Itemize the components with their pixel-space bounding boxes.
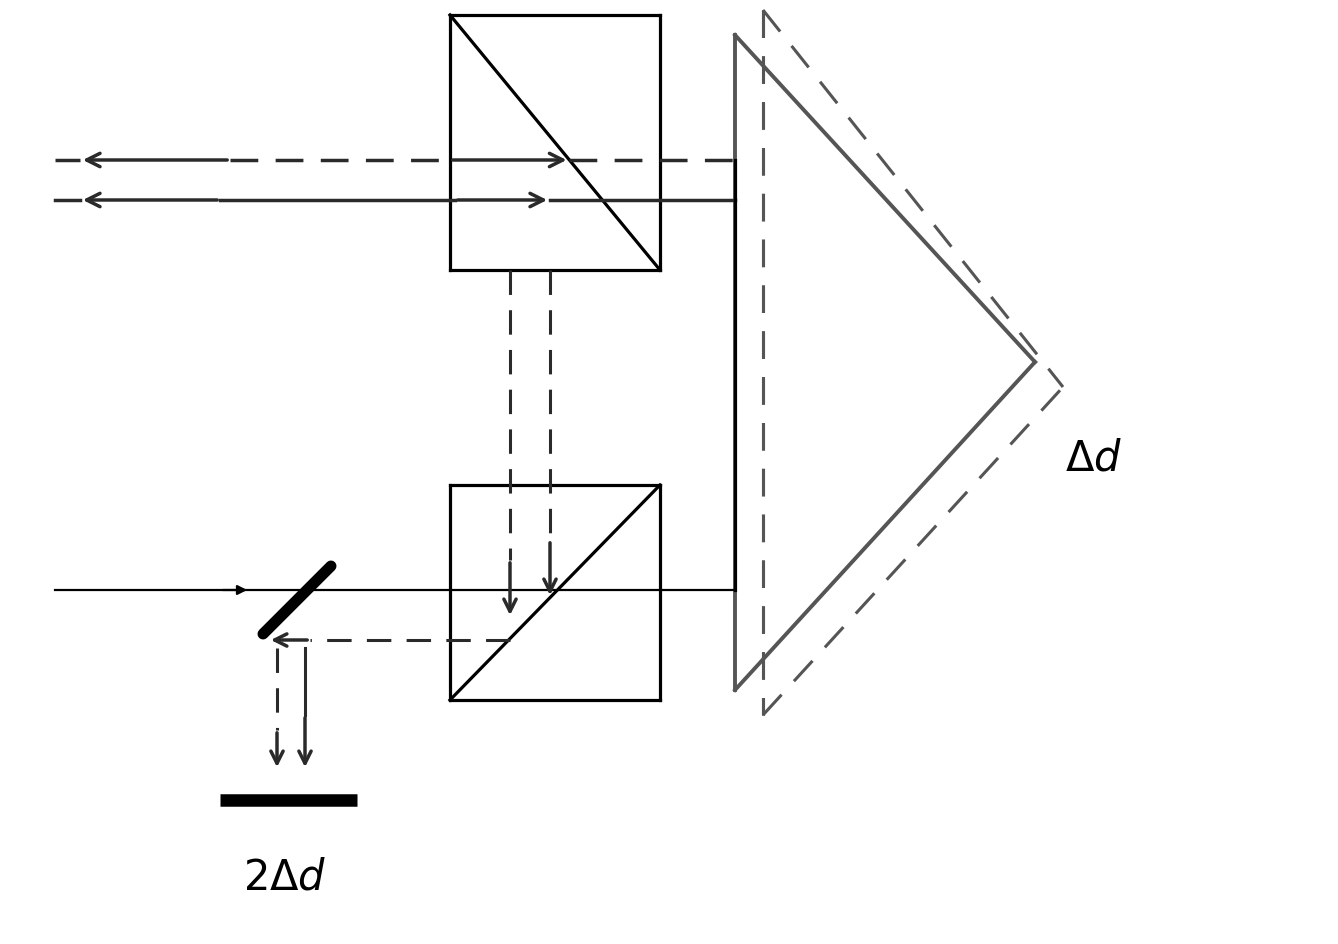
- Text: $2\Delta d$: $2\Delta d$: [244, 860, 326, 899]
- Text: $\Delta d$: $\Delta d$: [1065, 441, 1123, 480]
